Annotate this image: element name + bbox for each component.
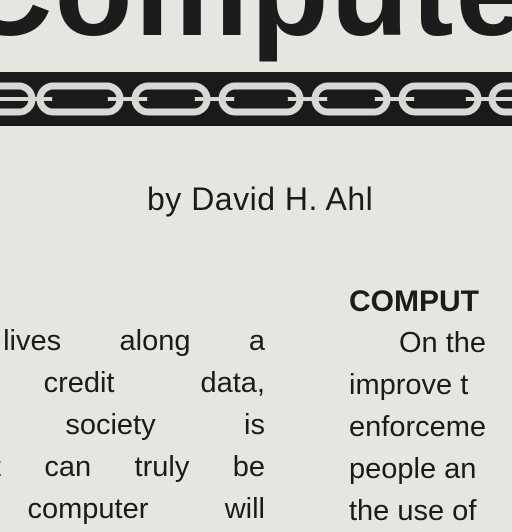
- chain-icon: [0, 82, 512, 116]
- page-title: Computers: [0, 0, 512, 56]
- body-line: On the: [399, 327, 487, 359]
- body-line: e computer will: [0, 493, 265, 525]
- body-line: r lives along a: [0, 325, 265, 357]
- body-line: the use of: [349, 495, 477, 527]
- body-line: improve t: [349, 369, 469, 401]
- left-column: r lives along a s, credit data, our soci…: [0, 320, 265, 530]
- body-line: s, credit data,: [0, 367, 265, 399]
- body-line: our society is: [0, 409, 265, 441]
- right-column: COMPUT On the improve t enforceme people…: [349, 282, 512, 532]
- section-heading: COMPUT: [349, 285, 479, 318]
- byline: by David H. Ahl: [147, 181, 374, 217]
- body-line: enforceme: [349, 411, 487, 443]
- chain-border: [0, 72, 512, 126]
- body-line: people an: [349, 453, 477, 485]
- body-line: t it can truly be: [0, 451, 265, 483]
